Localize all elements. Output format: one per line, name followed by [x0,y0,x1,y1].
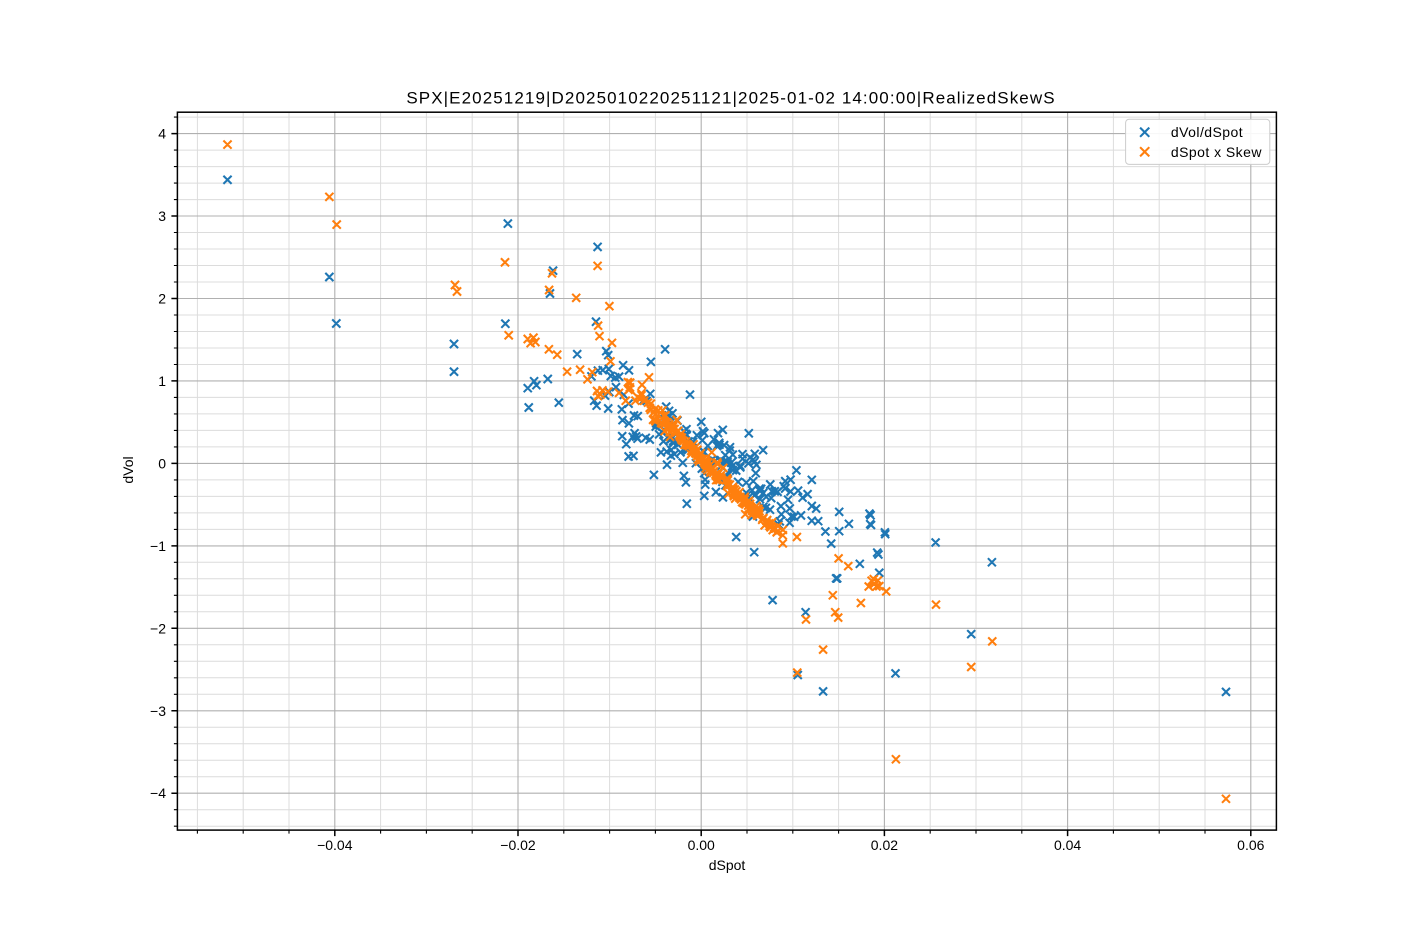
svg-text:dVol: dVol [120,456,136,483]
svg-text:−0.04: −0.04 [317,837,353,853]
svg-text:−1: −1 [150,538,166,554]
svg-text:−3: −3 [150,703,166,719]
svg-text:0.00: 0.00 [688,837,715,853]
svg-text:−0.02: −0.02 [500,837,536,853]
svg-text:dVol/dSpot: dVol/dSpot [1171,124,1243,140]
svg-text:0.06: 0.06 [1237,837,1264,853]
svg-text:dSpot x Skew: dSpot x Skew [1171,144,1262,160]
svg-text:0.04: 0.04 [1054,837,1081,853]
svg-text:0: 0 [158,455,166,471]
svg-text:1: 1 [158,373,166,389]
svg-text:−2: −2 [150,620,166,636]
svg-text:−4: −4 [150,785,166,801]
svg-text:3: 3 [158,208,166,224]
svg-text:2: 2 [158,291,166,307]
svg-text:4: 4 [158,126,166,142]
svg-text:dSpot: dSpot [709,857,746,873]
svg-text:0.02: 0.02 [871,837,898,853]
svg-text:SPX|E20251219|D202501022025112: SPX|E20251219|D2025010220251121|2025-01-… [406,89,1055,108]
